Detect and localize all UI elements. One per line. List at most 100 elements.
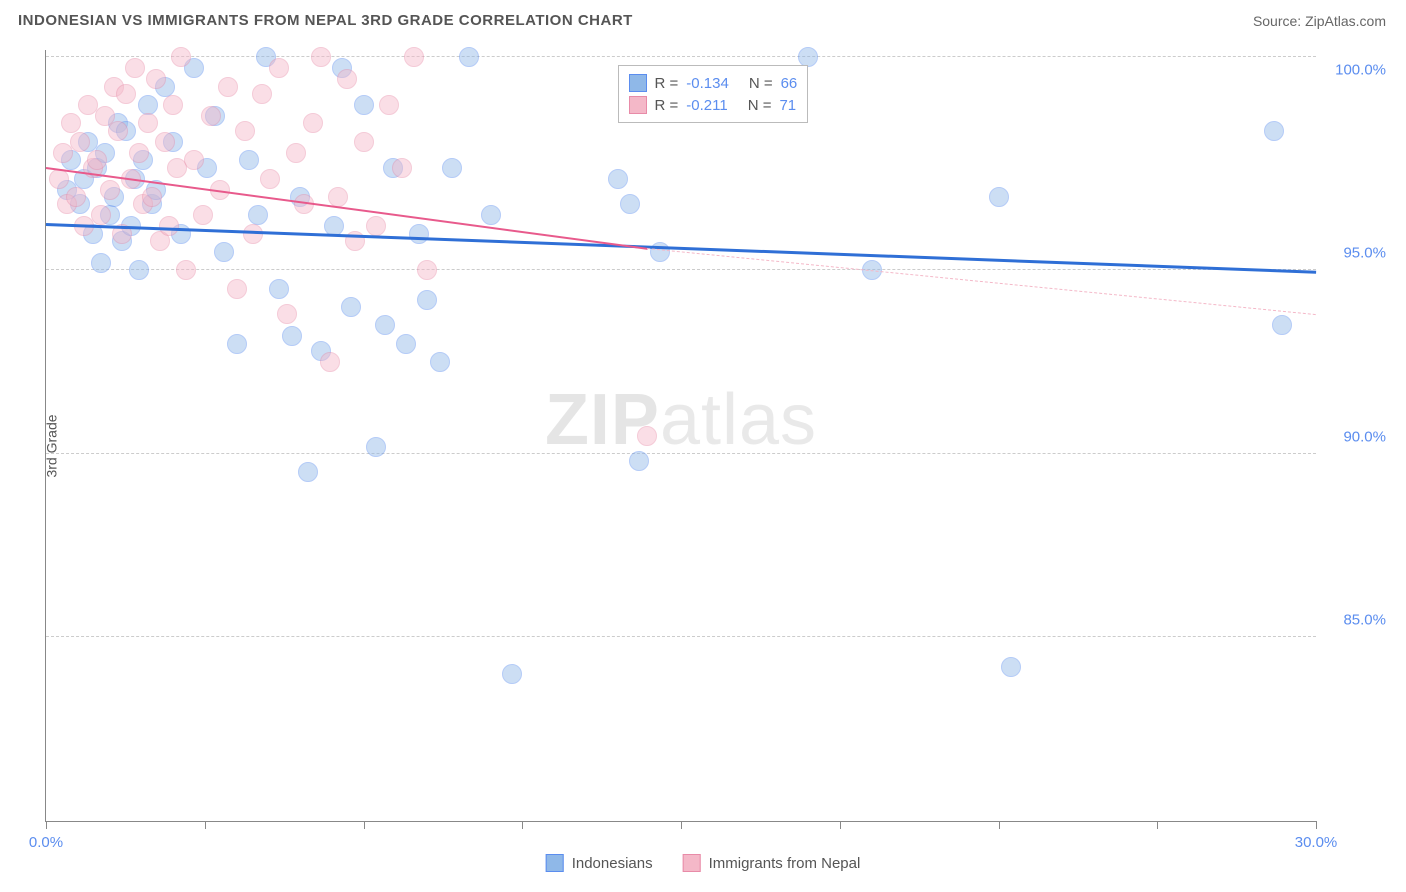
scatter-point bbox=[70, 132, 90, 152]
scatter-point bbox=[277, 304, 297, 324]
scatter-point bbox=[146, 69, 166, 89]
scatter-point bbox=[201, 106, 221, 126]
scatter-point bbox=[303, 113, 323, 133]
scatter-point bbox=[269, 58, 289, 78]
scatter-point bbox=[502, 664, 522, 684]
x-tick bbox=[999, 821, 1000, 829]
bottom-legend: Indonesians Immigrants from Nepal bbox=[546, 854, 861, 872]
trend-line bbox=[46, 223, 1316, 273]
scatter-point bbox=[798, 47, 818, 67]
scatter-point bbox=[248, 205, 268, 225]
x-tick bbox=[364, 821, 365, 829]
scatter-point bbox=[417, 260, 437, 280]
scatter-point bbox=[396, 334, 416, 354]
scatter-point bbox=[91, 205, 111, 225]
scatter-point bbox=[184, 150, 204, 170]
watermark: ZIPatlas bbox=[545, 379, 817, 461]
scatter-point bbox=[193, 205, 213, 225]
scatter-point bbox=[989, 187, 1009, 207]
scatter-point bbox=[366, 437, 386, 457]
scatter-point bbox=[375, 315, 395, 335]
scatter-point bbox=[239, 150, 259, 170]
scatter-point bbox=[417, 290, 437, 310]
scatter-point bbox=[218, 77, 238, 97]
scatter-point bbox=[129, 260, 149, 280]
scatter-point bbox=[138, 113, 158, 133]
scatter-point bbox=[214, 242, 234, 262]
scatter-point bbox=[608, 169, 628, 189]
gridline bbox=[46, 453, 1316, 454]
scatter-point bbox=[1264, 121, 1284, 141]
scatter-point bbox=[125, 58, 145, 78]
legend-swatch bbox=[629, 96, 647, 114]
scatter-point bbox=[227, 279, 247, 299]
x-tick-label: 0.0% bbox=[29, 834, 63, 851]
gridline bbox=[46, 269, 1316, 270]
chart-plot-area: ZIPatlas 85.0%90.0%95.0%100.0%0.0%30.0%R… bbox=[45, 50, 1316, 822]
scatter-point bbox=[354, 132, 374, 152]
y-tick-label: 95.0% bbox=[1343, 245, 1386, 262]
legend-label: Indonesians bbox=[572, 855, 653, 872]
scatter-point bbox=[108, 121, 128, 141]
legend-swatch bbox=[546, 854, 564, 872]
x-tick bbox=[522, 821, 523, 829]
scatter-point bbox=[163, 95, 183, 115]
x-tick bbox=[46, 821, 47, 829]
scatter-point bbox=[269, 279, 289, 299]
stats-legend-box: R =-0.134N =66R =-0.211N =71 bbox=[618, 65, 809, 123]
scatter-point bbox=[1001, 657, 1021, 677]
legend-item: Immigrants from Nepal bbox=[683, 854, 861, 872]
stats-r-value: -0.134 bbox=[686, 75, 729, 92]
legend-swatch bbox=[629, 74, 647, 92]
scatter-point bbox=[260, 169, 280, 189]
scatter-point bbox=[629, 451, 649, 471]
scatter-point bbox=[252, 84, 272, 104]
legend-label: Immigrants from Nepal bbox=[709, 855, 861, 872]
scatter-point bbox=[129, 143, 149, 163]
scatter-point bbox=[337, 69, 357, 89]
scatter-point bbox=[354, 95, 374, 115]
scatter-point bbox=[637, 426, 657, 446]
scatter-point bbox=[100, 180, 120, 200]
y-tick-label: 85.0% bbox=[1343, 612, 1386, 629]
scatter-point bbox=[320, 352, 340, 372]
scatter-point bbox=[1272, 315, 1292, 335]
x-tick bbox=[681, 821, 682, 829]
y-tick-label: 90.0% bbox=[1343, 428, 1386, 445]
scatter-point bbox=[91, 253, 111, 273]
legend-swatch bbox=[683, 854, 701, 872]
scatter-point bbox=[442, 158, 462, 178]
scatter-point bbox=[227, 334, 247, 354]
scatter-point bbox=[155, 132, 175, 152]
scatter-point bbox=[409, 224, 429, 244]
scatter-point bbox=[298, 462, 318, 482]
scatter-point bbox=[66, 187, 86, 207]
x-tick bbox=[1157, 821, 1158, 829]
stats-n-value: 71 bbox=[779, 97, 796, 114]
chart-title: INDONESIAN VS IMMIGRANTS FROM NEPAL 3RD … bbox=[18, 12, 633, 29]
stats-r-label: R = bbox=[655, 75, 679, 92]
scatter-point bbox=[379, 95, 399, 115]
scatter-point bbox=[282, 326, 302, 346]
scatter-point bbox=[235, 121, 255, 141]
scatter-point bbox=[430, 352, 450, 372]
scatter-point bbox=[176, 260, 196, 280]
source-attribution: Source: ZipAtlas.com bbox=[1253, 13, 1386, 29]
scatter-point bbox=[87, 150, 107, 170]
scatter-point bbox=[404, 47, 424, 67]
gridline bbox=[46, 56, 1316, 57]
scatter-point bbox=[620, 194, 640, 214]
scatter-point bbox=[392, 158, 412, 178]
scatter-point bbox=[481, 205, 501, 225]
stats-n-label: N = bbox=[749, 75, 773, 92]
stats-row: R =-0.211N =71 bbox=[629, 94, 798, 116]
scatter-point bbox=[311, 47, 331, 67]
scatter-point bbox=[328, 187, 348, 207]
scatter-point bbox=[138, 95, 158, 115]
stats-n-label: N = bbox=[748, 97, 772, 114]
scatter-point bbox=[159, 216, 179, 236]
scatter-point bbox=[286, 143, 306, 163]
scatter-point bbox=[459, 47, 479, 67]
stats-row: R =-0.134N =66 bbox=[629, 72, 798, 94]
scatter-point bbox=[171, 47, 191, 67]
